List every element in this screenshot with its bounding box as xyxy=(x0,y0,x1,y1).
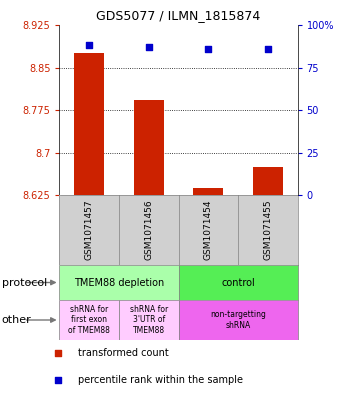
Text: other: other xyxy=(2,315,31,325)
Point xyxy=(265,46,271,52)
Point xyxy=(146,44,152,50)
Title: GDS5077 / ILMN_1815874: GDS5077 / ILMN_1815874 xyxy=(96,9,261,22)
Point xyxy=(86,42,92,49)
Point xyxy=(55,350,61,356)
Bar xyxy=(178,300,298,340)
Text: GSM1071457: GSM1071457 xyxy=(85,200,94,260)
Point xyxy=(205,46,211,52)
Bar xyxy=(193,188,223,195)
Point xyxy=(55,376,61,383)
Text: GSM1071455: GSM1071455 xyxy=(263,200,272,260)
Text: percentile rank within the sample: percentile rank within the sample xyxy=(78,375,243,385)
Text: GSM1071454: GSM1071454 xyxy=(204,200,213,260)
Text: GSM1071456: GSM1071456 xyxy=(144,200,153,260)
Text: control: control xyxy=(221,277,255,288)
Bar xyxy=(119,300,178,340)
Bar xyxy=(134,100,164,195)
Bar xyxy=(74,53,104,195)
Text: non-targetting
shRNA: non-targetting shRNA xyxy=(210,310,266,330)
Bar xyxy=(178,265,298,300)
Bar xyxy=(253,167,283,195)
Text: transformed count: transformed count xyxy=(78,348,169,358)
Text: shRNA for
first exon
of TMEM88: shRNA for first exon of TMEM88 xyxy=(68,305,110,335)
Bar xyxy=(59,265,178,300)
Text: shRNA for
3'UTR of
TMEM88: shRNA for 3'UTR of TMEM88 xyxy=(130,305,168,335)
Text: TMEM88 depletion: TMEM88 depletion xyxy=(74,277,164,288)
Text: protocol: protocol xyxy=(2,277,47,288)
Bar xyxy=(59,300,119,340)
